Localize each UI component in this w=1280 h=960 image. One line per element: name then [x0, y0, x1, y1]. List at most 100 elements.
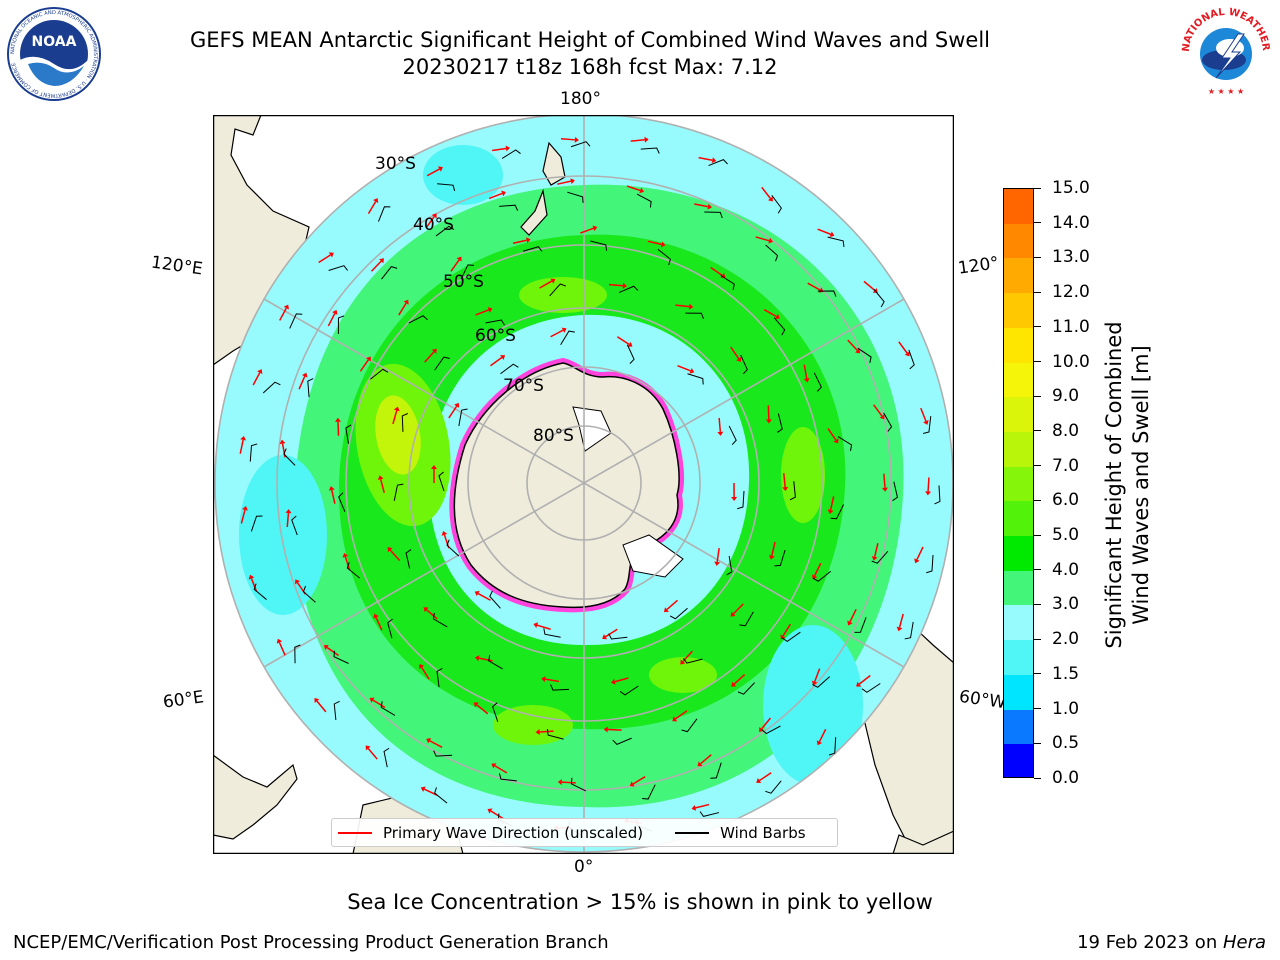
- wave-direction-arrow: [698, 156, 713, 161]
- wave-direction-arrowhead: [500, 355, 506, 360]
- wind-barb: [498, 773, 517, 782]
- wave-direction-arrowhead: [533, 622, 539, 629]
- wave-direction-arrow: [733, 674, 746, 685]
- wave-direction-arrowhead: [731, 681, 737, 687]
- wave-direction-arrow: [647, 240, 662, 246]
- wind-barb: [789, 481, 796, 501]
- wind-barb: [522, 246, 543, 252]
- wind-barb: [608, 633, 628, 640]
- wind-barb: [433, 750, 453, 757]
- wave-direction-arrow: [818, 728, 827, 743]
- wave-direction-arrow: [425, 216, 435, 229]
- colorbar-segment: [1004, 640, 1033, 675]
- wave-direction-arrow: [803, 364, 808, 379]
- wind-barb: [781, 631, 801, 642]
- wave-direction-arrowhead: [782, 486, 789, 492]
- wave-direction-arrowhead: [736, 356, 742, 362]
- svg-text:★ ★ ★ ★: ★ ★ ★ ★: [1208, 87, 1244, 96]
- wave-direction-arrow: [782, 623, 791, 637]
- wave-direction-arrow: [677, 365, 691, 372]
- wave-direction-arrow: [392, 410, 398, 425]
- wave-direction-arrowhead: [365, 356, 371, 362]
- wind-barb: [485, 319, 505, 326]
- wind-barb: [289, 313, 303, 329]
- wave-direction-arrow: [675, 710, 688, 720]
- wind-barb: [437, 183, 456, 192]
- wave-direction-arrowhead: [373, 198, 379, 204]
- colorbar-segment: [1004, 674, 1033, 710]
- wave-direction-arrow: [605, 628, 618, 638]
- colorbar-segment: [1004, 258, 1033, 294]
- colorbar-title-line2: Wind Waves and Swell [m]: [1129, 345, 1153, 625]
- wind-barb: [567, 191, 584, 203]
- wave-direction-arrowhead: [379, 258, 384, 264]
- wave-direction-arrow: [817, 228, 831, 235]
- wave-direction-arrow: [239, 439, 244, 454]
- wind-barb: [381, 266, 398, 280]
- wind-barb: [380, 701, 396, 716]
- lat-label-80s: 80°S: [533, 426, 574, 446]
- wave-direction-arrowhead: [592, 225, 598, 232]
- wind-barb: [291, 515, 298, 536]
- wind-barb: [543, 628, 561, 638]
- wave-direction-arrowhead: [663, 607, 669, 613]
- wind-barb: [550, 684, 569, 691]
- wind-barb: [302, 585, 316, 603]
- wave-direction-arrow: [316, 700, 327, 713]
- wave-direction-arrow: [240, 509, 246, 524]
- wind-barb: [570, 777, 587, 792]
- wave-direction-arrow: [370, 260, 382, 272]
- wave-direction-arrowhead: [257, 369, 263, 375]
- wind-barb: [657, 248, 672, 266]
- colorbar: [1003, 188, 1034, 778]
- wave-direction-arrow: [666, 599, 679, 611]
- colorbar-tick: 9.0: [1034, 386, 1079, 406]
- wave-direction-arrowhead: [377, 475, 384, 481]
- wind-barb: [383, 747, 390, 768]
- wave-direction-arrowhead: [570, 178, 575, 185]
- wind-barb: [435, 225, 455, 237]
- antarctica: [449, 357, 684, 613]
- colorbar-segment: [1004, 362, 1033, 398]
- wave-direction-arrowhead: [829, 231, 835, 238]
- wave-direction-arrowhead: [279, 439, 286, 445]
- wave-direction-arrow: [539, 280, 553, 289]
- wave-direction-arrowhead: [768, 555, 775, 560]
- wave-direction-arrowhead: [301, 372, 308, 378]
- wave-direction-arrowhead: [393, 406, 400, 412]
- wave-direction-arrowhead: [833, 438, 839, 444]
- wave-direction-arrowhead: [639, 187, 645, 194]
- wave-direction-arrow: [759, 772, 772, 782]
- wind-barb: [934, 485, 941, 505]
- wave-direction-arrowhead: [240, 436, 247, 441]
- wave-direction-arrow: [761, 717, 772, 730]
- wave-direction-arrow: [398, 302, 407, 316]
- wave-direction-arrow: [763, 309, 777, 318]
- wave-direction-arrow: [710, 266, 723, 277]
- wave-direction-arrow: [807, 282, 821, 291]
- wind-barb: [773, 317, 786, 336]
- wave-direction-arrowhead: [248, 574, 255, 580]
- wave-direction-arrowhead: [334, 417, 341, 422]
- wind-barb: [873, 289, 885, 308]
- wind-barb: [923, 416, 932, 435]
- colorbar-tick: 8.0: [1034, 421, 1079, 441]
- colorbar-segment: [1004, 397, 1033, 432]
- wind-barb: [549, 283, 567, 297]
- wave-direction-arrow: [375, 617, 383, 631]
- wave-direction-arrowhead: [925, 491, 932, 496]
- wave-direction-arrow: [829, 496, 835, 511]
- wave-direction-arrowhead: [342, 553, 349, 558]
- colorbar-segment: [1004, 709, 1033, 745]
- wave-direction-arrowhead: [904, 351, 910, 357]
- wind-barb: [489, 590, 501, 609]
- colorbar-tick: 1.5: [1034, 664, 1079, 684]
- wind-barb: [432, 612, 448, 628]
- wind-barb: [250, 515, 263, 532]
- colorbar-tick: 14.0: [1034, 213, 1090, 233]
- wind-barb: [619, 685, 639, 696]
- wave-direction-arrowhead: [711, 157, 717, 164]
- wave-direction-arrow: [873, 542, 879, 557]
- wind-barb: [761, 725, 781, 735]
- wave-direction-arrow: [372, 699, 386, 709]
